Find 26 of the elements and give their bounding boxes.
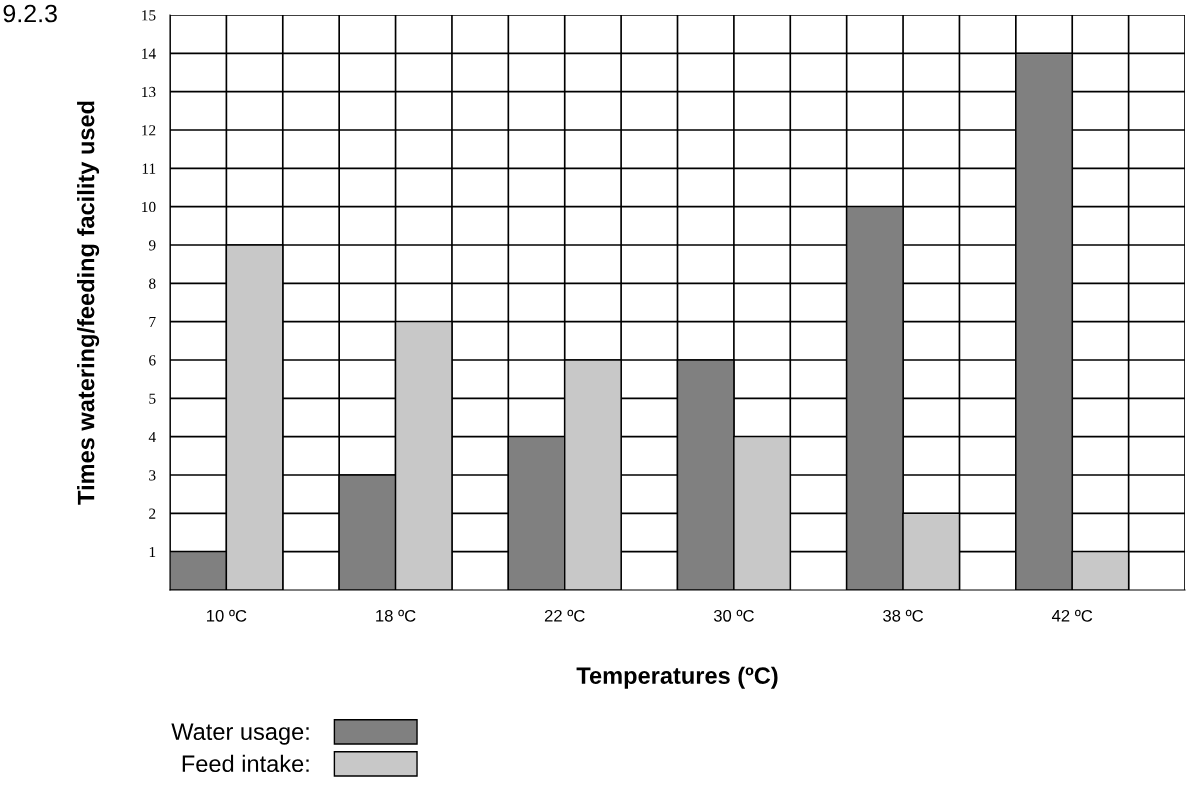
y-tick-label: 10 (142, 201, 156, 213)
x-tick-label: 18 ºC (376, 609, 416, 622)
x-tick-label: 38 ºC (883, 609, 924, 622)
y-tick-label: 1 (149, 546, 156, 557)
y-tick-label: 4 (148, 431, 156, 442)
legend-label: Feed intake: (182, 754, 309, 773)
x-tick-label: 42 ºC (1051, 609, 1093, 622)
x-tick-label: 10 ºC (207, 609, 247, 622)
x-axis-title: Temperatures (ºC) (576, 666, 778, 689)
y-tick-label: 8 (149, 278, 156, 289)
y-tick-label: 6 (149, 355, 156, 366)
text: 9.2.3 (3, 4, 57, 23)
x-tick-label: 22 ºC (544, 609, 585, 622)
y-tick-label: 7 (149, 316, 156, 327)
y-tick-label: 2 (149, 508, 156, 519)
x-tick-label: 30 ºC (713, 609, 754, 622)
y-tick-label: 3 (149, 470, 156, 481)
y-tick-label: 11 (142, 163, 156, 174)
y-axis-title: Times watering/feeding facility used (77, 101, 100, 505)
y-tick-label: 13 (142, 86, 156, 98)
y-tick-label: 5 (149, 393, 156, 404)
y-tick-label: 15 (142, 10, 156, 21)
y-tick-label: 14 (142, 48, 156, 59)
y-tick-label: 9 (148, 240, 156, 251)
legend-label: Water usage: (171, 723, 309, 745)
y-tick-label: 12 (142, 125, 156, 136)
